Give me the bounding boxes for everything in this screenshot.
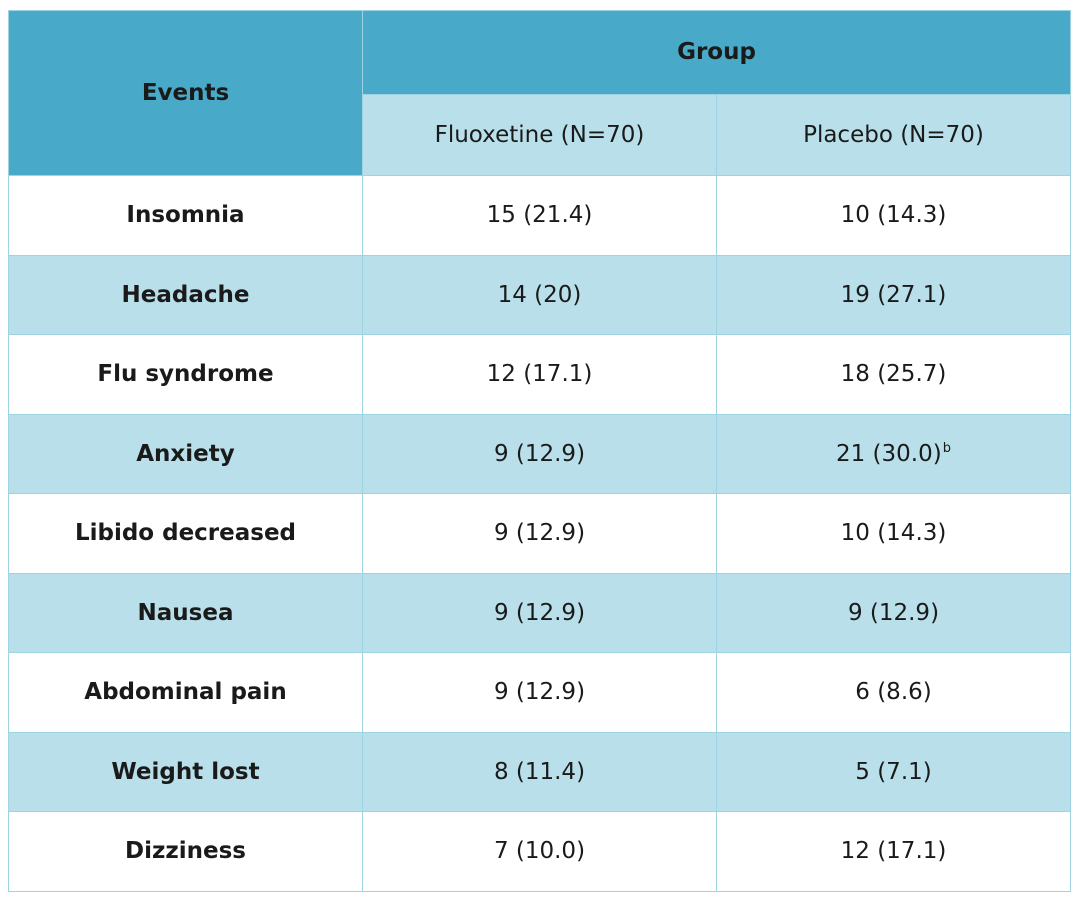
placebo-value-text: 18 (25.7) [840, 361, 947, 388]
placebo-value-text: 6 (8.6) [855, 679, 932, 706]
placebo-value: 9 (12.9) [716, 572, 1071, 653]
adverse-events-table: Events Group Fluoxetine (N=70) Placebo (… [8, 10, 1071, 892]
placebo-value-text: 19 (27.1) [840, 281, 947, 308]
event-name: Anxiety [8, 413, 363, 494]
event-name: Abdominal pain [8, 652, 363, 733]
table-row: Headache 14 (20) 19 (27.1) [8, 254, 1071, 335]
placebo-value-text: 9 (12.9) [847, 599, 940, 626]
event-name: Dizziness [8, 811, 363, 892]
placebo-value: 19 (27.1) [716, 254, 1071, 335]
table-row: Dizziness 7 (10.0) 12 (17.1) [8, 811, 1071, 892]
fluoxetine-value: 9 (12.9) [362, 493, 717, 574]
table-row: Insomnia 15 (21.4) 10 (14.3) [8, 175, 1071, 256]
placebo-value: 10 (14.3) [716, 175, 1071, 256]
table-row: Nausea 9 (12.9) 9 (12.9) [8, 572, 1071, 653]
placebo-column-header: Placebo (N=70) [716, 93, 1071, 177]
header-row-top: Events Group [8, 10, 1071, 176]
table-row: Abdominal pain 9 (12.9) 6 (8.6) [8, 652, 1071, 733]
event-name: Insomnia [8, 175, 363, 256]
placebo-value: 10 (14.3) [716, 493, 1071, 574]
placebo-value: 5 (7.1) [716, 731, 1071, 812]
events-column-header: Events [8, 10, 363, 176]
placebo-value: 18 (25.7) [716, 334, 1071, 415]
placebo-value-text: 12 (17.1) [840, 838, 947, 865]
table-row: Anxiety 9 (12.9) 21 (30.0)b [8, 413, 1071, 494]
placebo-value-text: 5 (7.1) [855, 758, 932, 785]
placebo-value: 21 (30.0)b [716, 413, 1071, 494]
event-name: Weight lost [8, 731, 363, 812]
fluoxetine-column-header: Fluoxetine (N=70) [362, 93, 717, 177]
fluoxetine-value: 9 (12.9) [362, 572, 717, 653]
fluoxetine-value: 12 (17.1) [362, 334, 717, 415]
fluoxetine-value: 7 (10.0) [362, 811, 717, 892]
group-column-header: Group [362, 10, 1071, 95]
placebo-value-text: 10 (14.3) [840, 520, 947, 547]
placebo-value: 12 (17.1) [716, 811, 1071, 892]
placebo-value: 6 (8.6) [716, 652, 1071, 733]
header-row-arms: Fluoxetine (N=70) Placebo (N=70) [9, 93, 1071, 177]
placebo-value-text: 10 (14.3) [840, 202, 947, 229]
footnote-marker: b [942, 441, 951, 457]
table-row: Libido decreased 9 (12.9) 10 (14.3) [8, 493, 1071, 574]
event-name: Nausea [8, 572, 363, 653]
table-row: Flu syndrome 12 (17.1) 18 (25.7) [8, 334, 1071, 415]
table-row: Weight lost 8 (11.4) 5 (7.1) [8, 731, 1071, 812]
fluoxetine-value: 15 (21.4) [362, 175, 717, 256]
event-name: Libido decreased [8, 493, 363, 574]
fluoxetine-value: 9 (12.9) [362, 413, 717, 494]
fluoxetine-value: 9 (12.9) [362, 652, 717, 733]
event-name: Flu syndrome [8, 334, 363, 415]
placebo-value-text: 21 (30.0) [835, 440, 942, 467]
fluoxetine-value: 14 (20) [362, 254, 717, 335]
event-name: Headache [8, 254, 363, 335]
fluoxetine-value: 8 (11.4) [362, 731, 717, 812]
